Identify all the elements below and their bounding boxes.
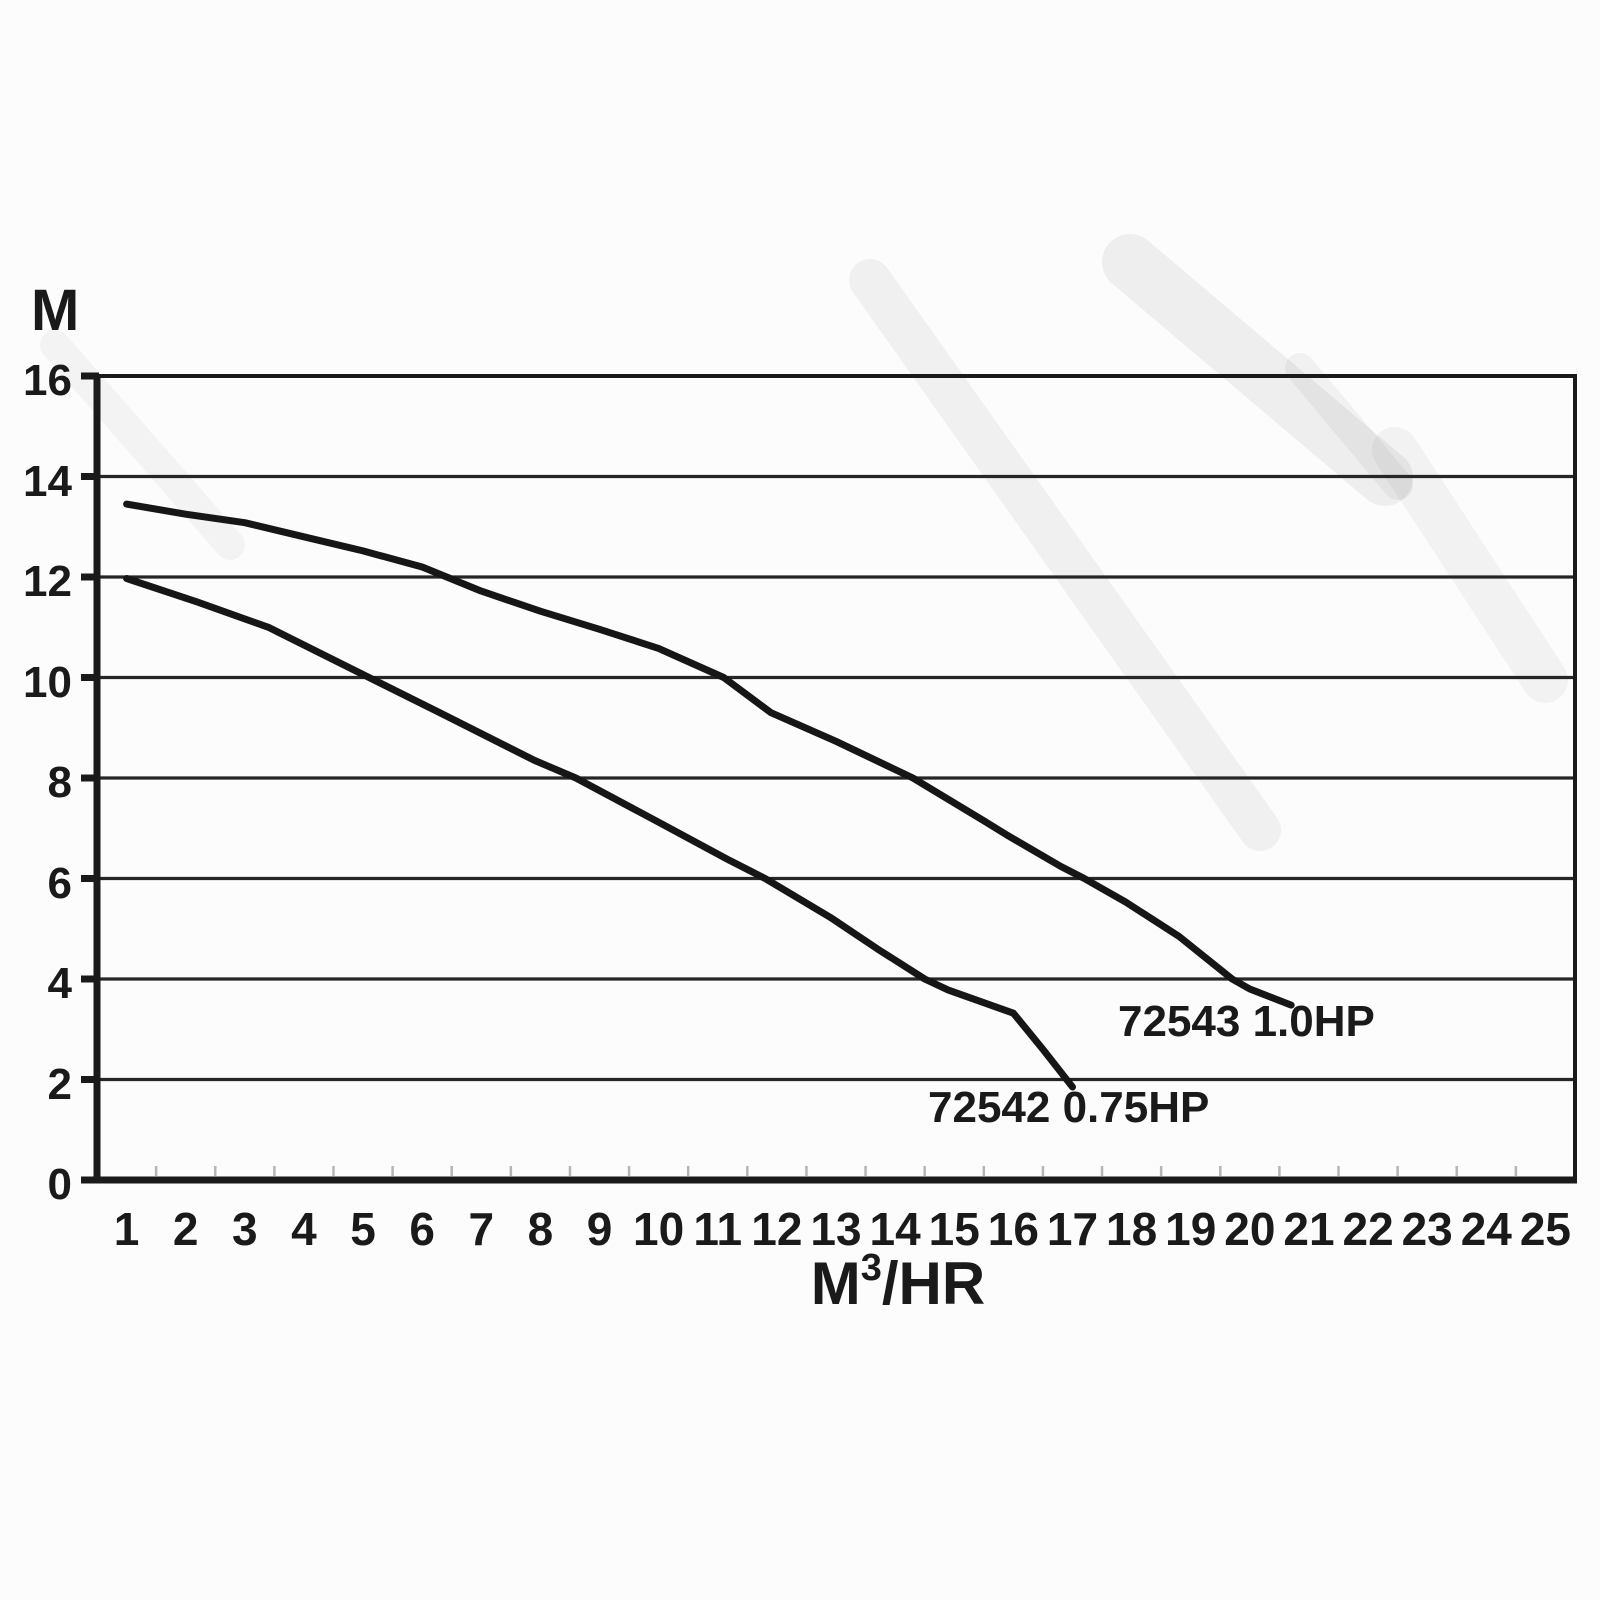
x-tick-label-20: 20: [1224, 1203, 1276, 1255]
y-tick-label-4: 4: [47, 959, 72, 1008]
x-tick-label-16: 16: [987, 1203, 1039, 1255]
y-tick-label-2: 2: [47, 1059, 72, 1109]
x-tick-label-12: 12: [751, 1203, 803, 1255]
scan-streak: [1285, 353, 1413, 500]
y-tick-label-12: 12: [23, 557, 72, 606]
x-tick-label-25: 25: [1519, 1203, 1572, 1255]
x-tick-label-6: 6: [409, 1203, 435, 1255]
x-tick-label-10: 10: [633, 1203, 685, 1255]
scan-streak: [1102, 234, 1413, 506]
x-tick-label-8: 8: [527, 1203, 554, 1255]
y-axis-title: M: [31, 278, 80, 343]
x-tick-label-14: 14: [869, 1203, 921, 1255]
x-tick-label-11: 11: [693, 1203, 743, 1255]
x-tick-label-22: 22: [1342, 1203, 1394, 1255]
x-tick-label-1: 1: [113, 1203, 140, 1255]
x-axis-title: M3/HR: [811, 1249, 985, 1314]
x-tick-label-4: 4: [291, 1203, 317, 1255]
x-tick-label-3: 3: [232, 1203, 258, 1255]
curve-label-72543-1.0hp: 72543 1.0HP: [1118, 997, 1375, 1046]
x-axis-title-base: M: [810, 1250, 861, 1317]
x-tick-label-13: 13: [810, 1203, 862, 1255]
x-tick-label-15: 15: [928, 1203, 980, 1255]
x-tick-label-19: 19: [1165, 1203, 1217, 1255]
x-tick-label-21: 21: [1283, 1203, 1335, 1255]
y-tick-label-14: 14: [23, 456, 72, 506]
scan-streak: [849, 259, 1281, 851]
x-tick-label-2: 2: [172, 1203, 199, 1255]
curve-72542: [123, 575, 1076, 1091]
scan-streak: [1395, 450, 1545, 680]
x-axis-title-superscript: 3: [860, 1247, 882, 1289]
y-tick-label-10: 10: [23, 657, 72, 707]
y-tick-label-0: 0: [47, 1160, 72, 1209]
x-tick-label-24: 24: [1460, 1203, 1512, 1255]
x-tick-label-7: 7: [468, 1203, 495, 1255]
x-tick-label-5: 5: [350, 1203, 376, 1255]
y-tick-label-6: 6: [47, 858, 72, 908]
y-tick-label-8: 8: [47, 758, 72, 807]
x-axis-title-unit: /HR: [881, 1250, 986, 1317]
y-tick-label-16: 16: [23, 356, 72, 405]
x-tick-label-17: 17: [1046, 1203, 1099, 1255]
curve-label-72542-0.75hp: 72542 0.75HP: [928, 1083, 1210, 1132]
x-tick-label-18: 18: [1106, 1203, 1158, 1255]
x-tick-label-9: 9: [586, 1203, 613, 1255]
curve-72543: [123, 500, 1295, 1009]
x-tick-label-23: 23: [1401, 1203, 1453, 1255]
